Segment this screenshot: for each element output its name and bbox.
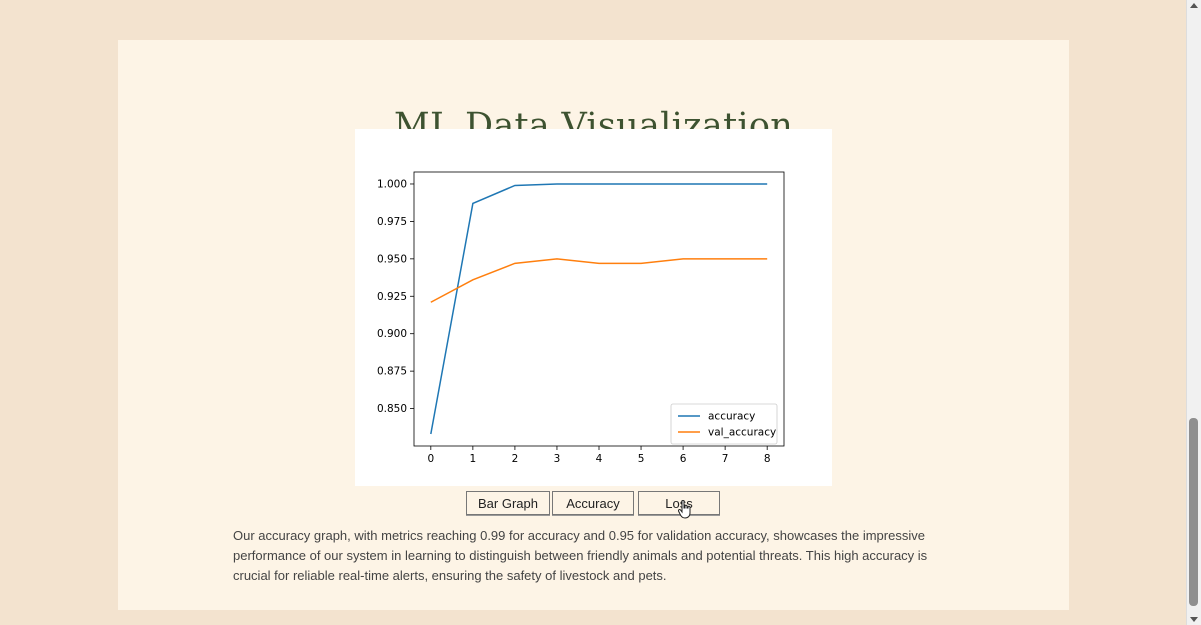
x-tick-label: 6 [680,453,687,465]
y-tick-label: 0.900 [377,328,407,340]
scroll-up-icon[interactable] [1190,3,1198,8]
y-tick-label: 1.000 [377,178,407,190]
x-tick-label: 4 [596,453,603,465]
accuracy-button[interactable]: Accuracy [552,491,634,515]
x-tick-label: 5 [638,453,645,465]
x-tick-label: 1 [470,453,477,465]
vertical-scrollbar[interactable] [1186,0,1201,625]
x-tick-label: 7 [722,453,729,465]
chart-legend [670,403,778,445]
x-tick-label: 8 [764,453,771,465]
hand-cursor-icon [678,500,691,519]
y-tick-label: 0.950 [377,253,407,265]
x-tick-label: 0 [427,453,434,465]
x-tick-label: 3 [554,453,561,465]
y-tick-label: 0.875 [377,366,407,378]
chart-svg: 0.850 0.875 0.900 0.925 0.950 0.975 1.000 0 1 2 3 4… [377,171,785,465]
scroll-down-icon[interactable] [1190,617,1198,622]
y-tick-label: 0.975 [377,216,407,228]
y-tick-label: 0.925 [377,291,407,303]
series-line-accuracy [430,183,768,435]
legend-label: val_accuracy [708,427,776,439]
x-tick-label: 2 [512,453,519,465]
scroll-thumb[interactable] [1189,418,1198,606]
accuracy-chart: 0.850 0.875 0.900 0.925 0.950 0.975 1.000 0 1 2 3 4… [355,129,832,486]
chart-description: Our accuracy graph, with metrics reachin… [233,528,928,583]
bar-graph-button[interactable]: Bar Graph [466,491,550,515]
legend-label: accuracy [708,411,755,423]
y-tick-label: 0.850 [377,403,407,415]
series-line-val_accuracy [430,258,768,303]
